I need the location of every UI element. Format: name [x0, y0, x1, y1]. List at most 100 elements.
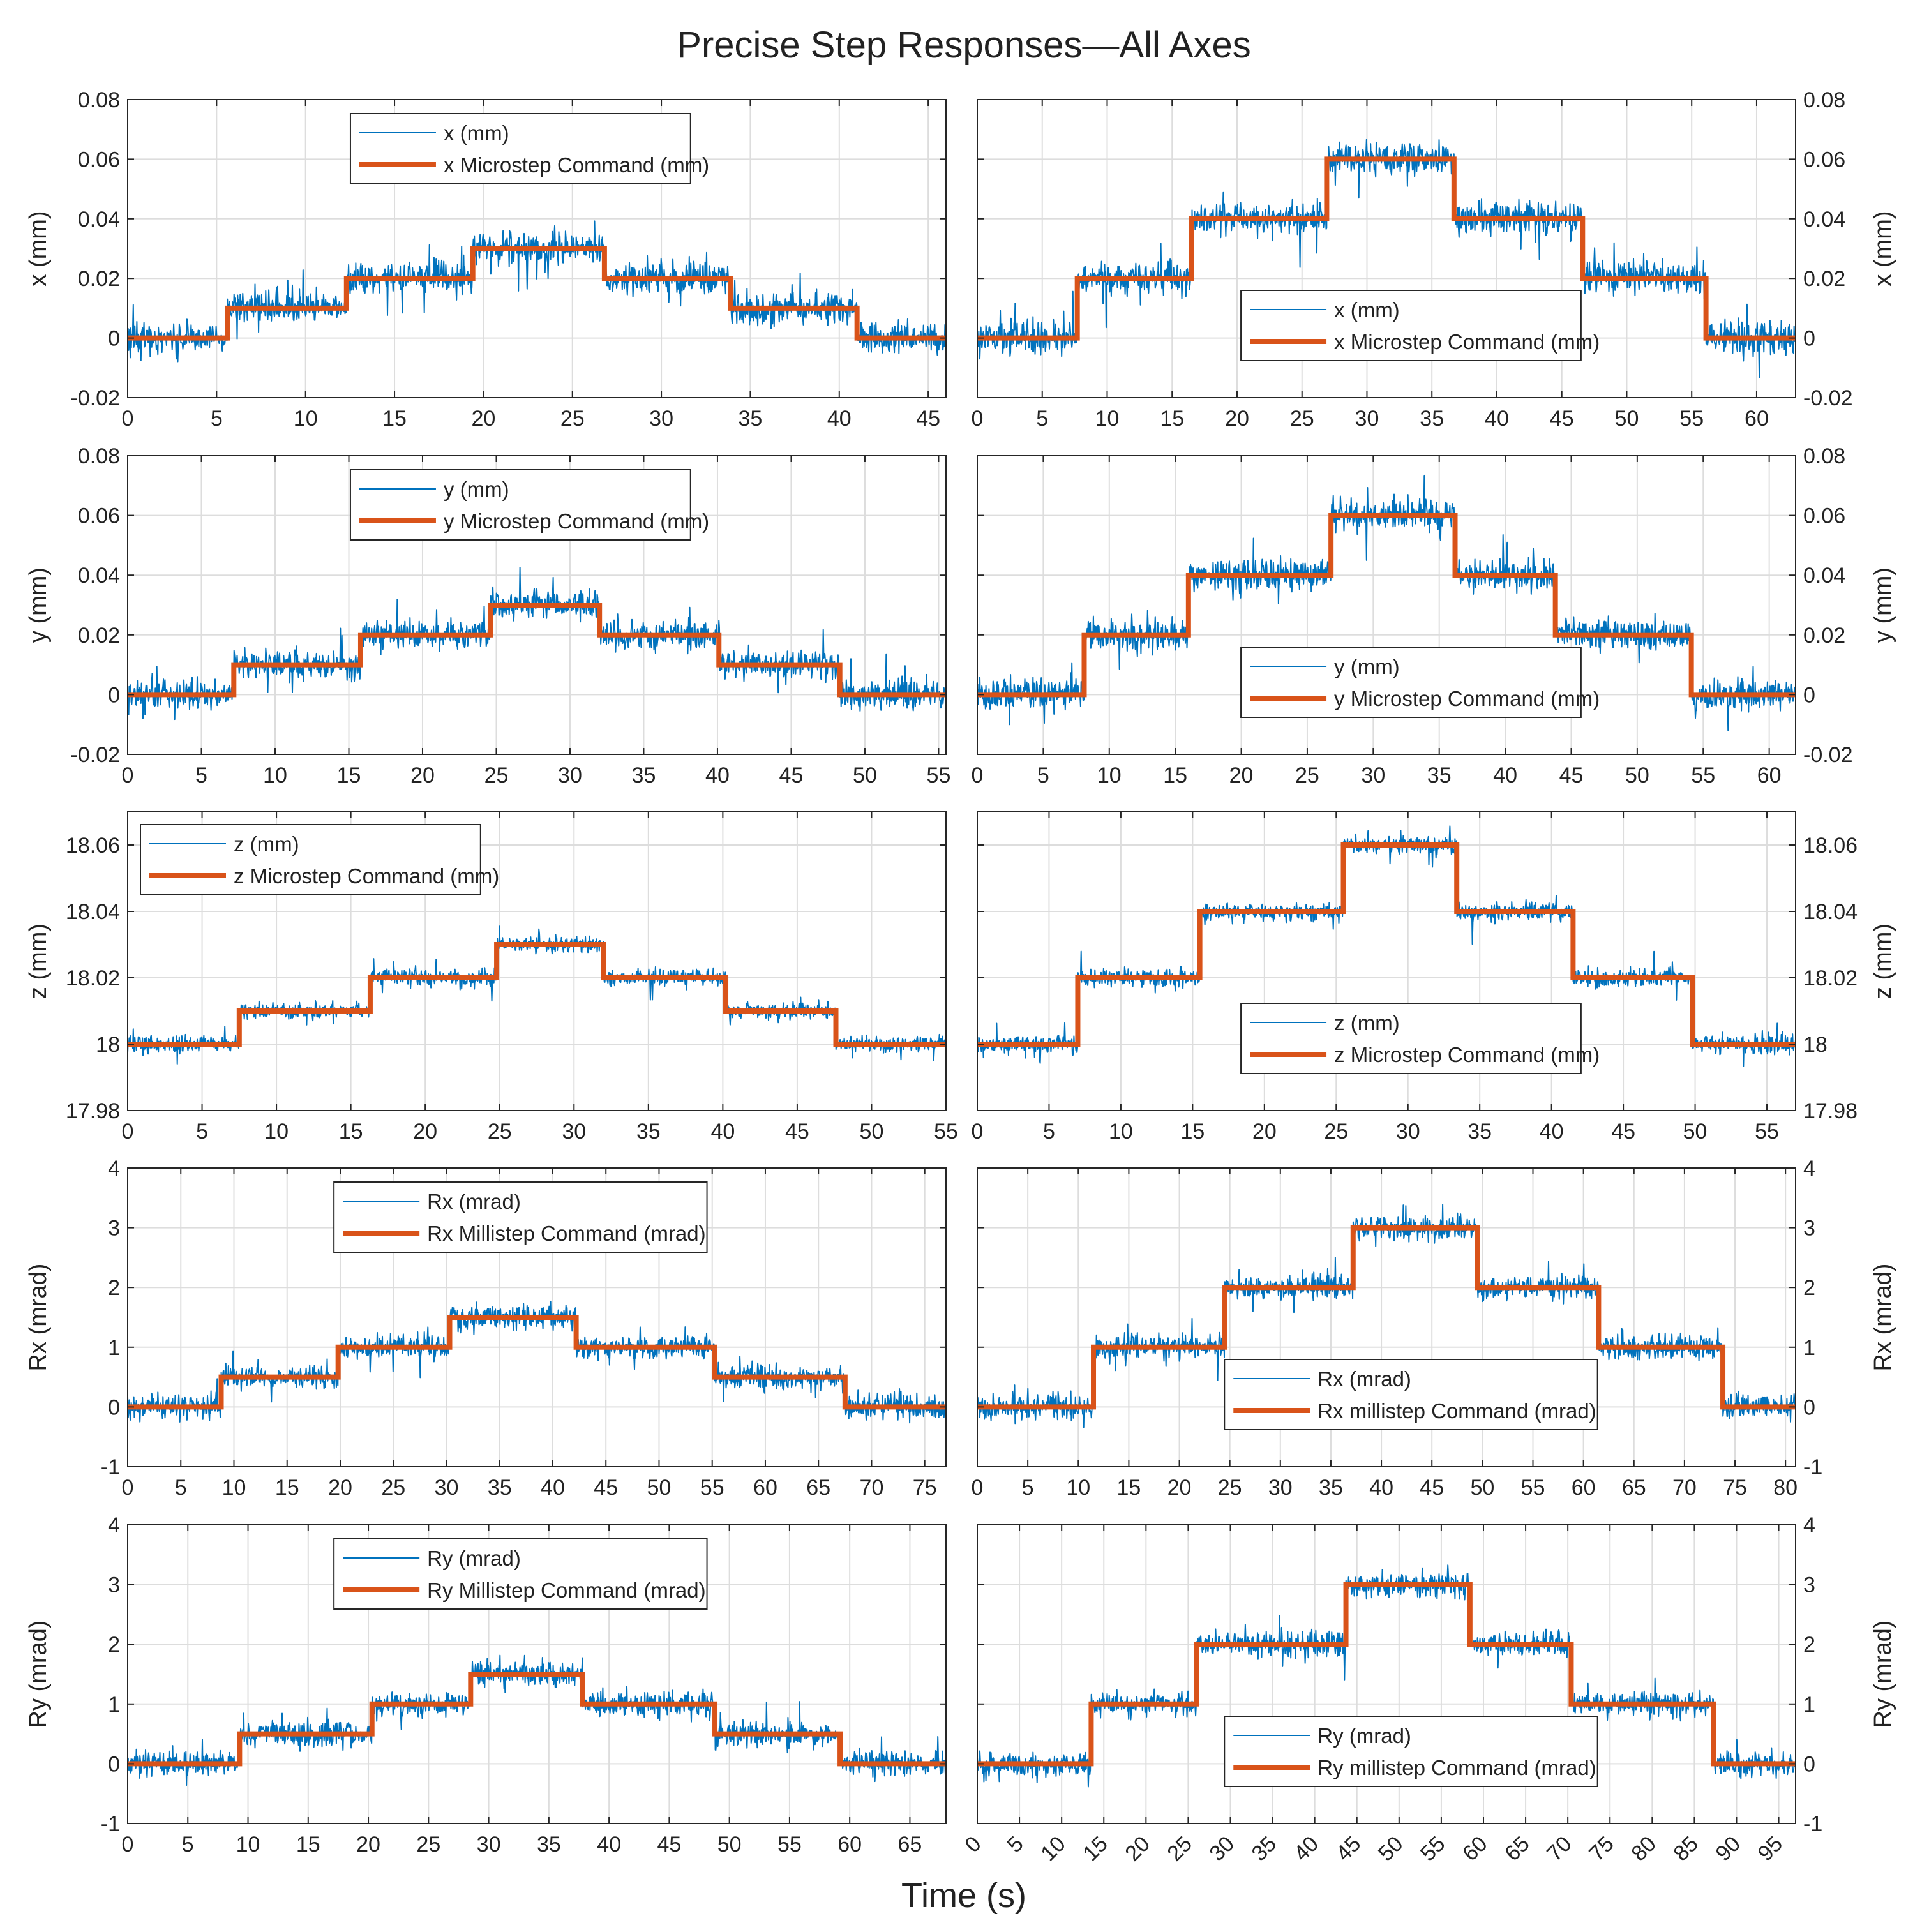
y-tick-label: -1 [1803, 1812, 1822, 1836]
x-tick-label: 0 [122, 1832, 134, 1857]
axes-box [977, 1524, 1796, 1824]
x-tick-label: 25 [381, 1476, 405, 1500]
series-command-line [128, 942, 946, 1047]
x-tick-label: 25 [488, 1120, 512, 1144]
x-tick-label: 55 [1755, 1120, 1779, 1144]
x-tick-label: 35 [537, 1832, 561, 1857]
legend: z (mm) z Microstep Command (mm) [140, 824, 499, 895]
x-tick-label: 50 [1625, 763, 1649, 788]
y-tick-label: 0 [108, 327, 120, 351]
legend-label: Ry Millistep Command (mrad) [427, 1578, 705, 1602]
y-axis-label: y (mm) [1870, 567, 1896, 643]
x-tick-label: 40 [1485, 407, 1509, 431]
series-command-line [977, 842, 1796, 1047]
y-tick-label: 0 [108, 1752, 120, 1776]
legend-label: y (mm) [444, 477, 509, 501]
legend-label: z Microstep Command (mm) [1334, 1043, 1600, 1067]
x-tick-label: 30 [558, 763, 582, 788]
y-tick-label: 0.06 [78, 147, 120, 172]
x-tick-label: 30 [477, 1832, 501, 1857]
y-tick-label: 18.06 [1803, 834, 1858, 858]
legend: x (mm) x Microstep Command (mm) [1240, 290, 1600, 361]
y-tick-label: 0.06 [1803, 504, 1845, 528]
x-tick-label: 45 [594, 1476, 618, 1500]
x-tick-label: 70 [860, 1476, 884, 1500]
series-measured-line [128, 1654, 946, 1786]
x-tick-label: 25 [484, 763, 509, 788]
x-tick-label: 5 [175, 1476, 187, 1500]
y-axis-label: x (mm) [25, 211, 52, 286]
x-tick-label: 45 [1420, 1476, 1444, 1500]
subplot-rx-right: 0 5 10 15 20 25 30 35 40 45 50 55 60 65 70 75 80-1 0 1 2 3 4 R… [972, 1157, 1896, 1500]
x-tick-label: 45 [1559, 763, 1584, 788]
subplot-y-left: 0 5 10 15 20 25 30 35 40 45 50 55-0.0200.020.040.06… [25, 444, 950, 788]
x-tick-label: 30 [1355, 407, 1379, 431]
axes-box [977, 455, 1796, 755]
y-tick-label: 0.06 [1803, 147, 1845, 172]
x-tick-label: 55 [1691, 763, 1715, 788]
x-tick-label: 35 [1427, 763, 1452, 788]
y-tick-label: -1 [101, 1812, 120, 1836]
x-tick-label: 35 [739, 407, 763, 431]
subplot-rx-left: 0 5 10 15 20 25 30 35 40 45 50 55 60 65 70 75-101234Rx … [25, 1157, 947, 1500]
legend: Ry (mrad) Ry millistep Command (mrad) [1224, 1716, 1598, 1787]
x-tick-label: 15 [337, 763, 361, 788]
series-command-line [977, 1225, 1796, 1410]
y-axis-label: Rx (mrad) [1870, 1264, 1896, 1372]
y-axis-label: Ry (mrad) [25, 1621, 52, 1728]
legend-box [1240, 1003, 1582, 1074]
x-tick-label: 0 [122, 1476, 134, 1500]
x-tick-label: 40 [1369, 1476, 1393, 1500]
x-tick-label: 45 [785, 1120, 809, 1144]
x-tick-label: 20 [471, 407, 495, 431]
series-command-line [128, 246, 946, 341]
x-tick-label: 20 [413, 1120, 437, 1144]
y-tick-label: 0.02 [1803, 267, 1845, 291]
y-tick-label: -0.02 [71, 386, 121, 410]
subplot-y-right: 0 5 10 15 20 25 30 35 40 45 50 55 60 -0.02 0 0.02 0.04 0.… [972, 444, 1896, 788]
y-tick-label: -0.02 [1803, 743, 1853, 767]
legend: y (mm) y Microstep Command (mm) [349, 469, 709, 541]
x-tick-label: 15 [339, 1120, 363, 1144]
y-tick-label: 0.08 [78, 444, 120, 468]
y-tick-label: 0.04 [1803, 207, 1845, 232]
x-tick-label: 5 [211, 407, 223, 431]
x-tick-label: 60 [753, 1476, 777, 1500]
y-tick-label: 18 [1803, 1033, 1828, 1057]
y-tick-label: 1 [108, 1693, 120, 1717]
legend-label: Ry (mrad) [1317, 1724, 1411, 1748]
x-tick-label: 5 [196, 1120, 208, 1144]
x-tick-label: 50 [853, 763, 877, 788]
legend-label: x (mm) [1334, 298, 1400, 322]
y-tick-label: 2 [108, 1276, 120, 1300]
y-axis-label: x (mm) [1870, 211, 1896, 286]
y-tick-label: 3 [1803, 1217, 1815, 1241]
y-tick-label: 18.06 [66, 834, 120, 858]
y-tick-label: 2 [1803, 1276, 1815, 1300]
axes-box [127, 1524, 947, 1824]
x-tick-label: 10 [236, 1832, 260, 1857]
x-tick-label: 5 [195, 763, 207, 788]
y-tick-label: 0 [1803, 1395, 1815, 1419]
x-tick-label: 15 [275, 1476, 299, 1500]
x-tick-label: 35 [1467, 1120, 1492, 1144]
x-tick-label: 55 [777, 1832, 802, 1857]
x-tick-label: 25 [560, 407, 585, 431]
x-tick-label: 60 [1572, 1476, 1596, 1500]
legend: y (mm) y Microstep Command (mm) [1240, 647, 1600, 718]
y-axis-label: z (mm) [1870, 924, 1896, 999]
figure-title: Precise Step Responses—All Axes [677, 24, 1250, 66]
x-tick-label: 35 [1319, 1476, 1343, 1500]
y-tick-label: -0.02 [71, 743, 121, 767]
x-tick-label: 55 [1521, 1476, 1545, 1500]
axes-box [127, 811, 947, 1111]
x-tick-label: 40 [541, 1476, 565, 1500]
y-tick-label: 18.02 [66, 966, 120, 991]
y-tick-label: 0.04 [78, 207, 120, 232]
x-tick-label: 20 [410, 763, 435, 788]
y-tick-label: 4 [1803, 1513, 1815, 1538]
x-tick-label: 10 [294, 407, 318, 431]
y-tick-label: 3 [108, 1217, 120, 1241]
y-tick-label: 0 [1803, 683, 1815, 707]
